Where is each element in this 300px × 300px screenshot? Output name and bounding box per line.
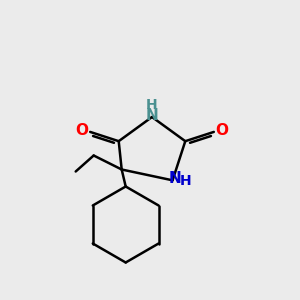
Text: N: N xyxy=(168,171,181,186)
Text: O: O xyxy=(215,123,228,138)
Text: H: H xyxy=(180,174,191,188)
Text: H: H xyxy=(146,98,158,112)
Text: N: N xyxy=(146,107,158,122)
Text: O: O xyxy=(76,123,89,138)
